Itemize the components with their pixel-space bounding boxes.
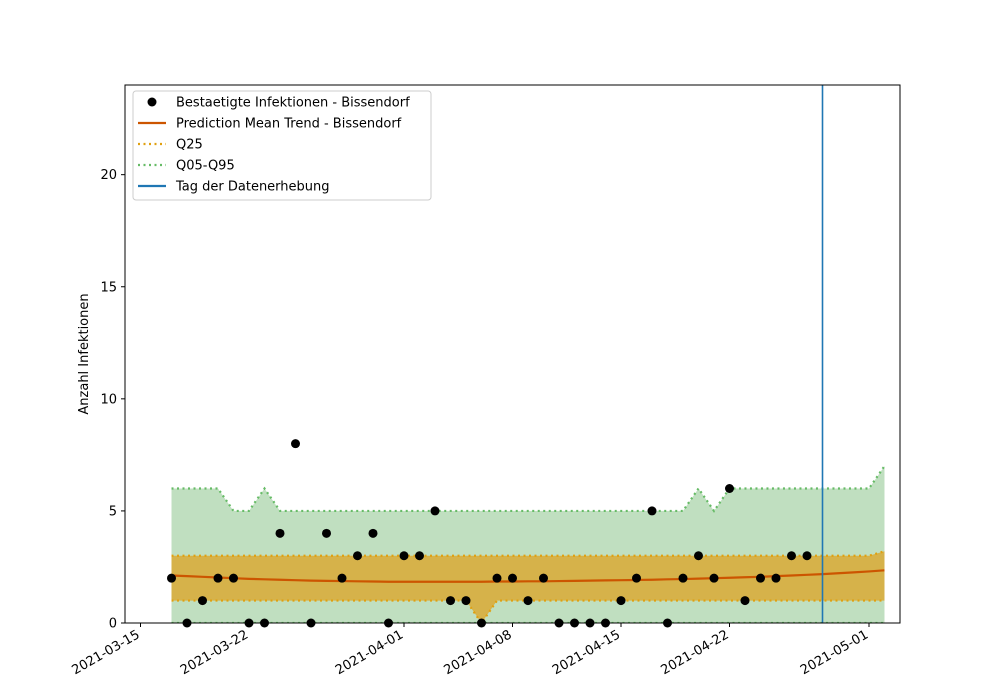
legend-label: Prediction Mean Trend - Bissendorf <box>176 117 402 132</box>
y-tick-label: 10 <box>100 392 117 407</box>
observed-point <box>616 596 626 606</box>
mean-trend-line <box>171 569 885 583</box>
observed-point <box>337 573 347 583</box>
observed-point <box>368 528 378 538</box>
observed-point <box>523 596 533 606</box>
q25-band-fill <box>171 551 885 623</box>
y-tick-label: 15 <box>100 280 117 295</box>
y-tick-label: 20 <box>100 168 117 183</box>
observed-point <box>787 551 796 561</box>
q95-upper-line <box>171 465 886 513</box>
observed-point <box>167 573 176 583</box>
legend-label: Tag der Datenerhebung <box>175 180 330 195</box>
q25-upper-line <box>171 550 885 557</box>
legend-label: Q25 <box>176 138 203 153</box>
y-axis: 0 5 10 15 20 <box>100 168 125 632</box>
legend: Bestaetigte Infektionen - Bissendorf Pred… <box>132 90 432 201</box>
observed-point <box>508 573 517 583</box>
observed-point <box>709 573 719 583</box>
observed-point <box>461 596 471 606</box>
mean-trend-layer <box>171 569 885 583</box>
observed-point <box>229 573 238 583</box>
legend-label: Q05-Q95 <box>176 159 235 174</box>
observed-point <box>198 596 207 606</box>
observed-point <box>399 551 409 561</box>
observed-point <box>647 506 657 516</box>
observed-point <box>740 596 750 606</box>
legend-label: Bestaetigte Infektionen - Bissendorf <box>176 96 410 111</box>
observed-point <box>802 551 812 561</box>
observed-point <box>322 528 331 538</box>
observed-point <box>446 596 455 606</box>
observed-point <box>632 573 641 583</box>
observed-point <box>694 551 703 561</box>
observed-point <box>353 551 362 561</box>
observed-point <box>213 573 223 583</box>
observed-point <box>725 484 734 493</box>
observed-point <box>415 551 424 561</box>
observed-point <box>756 573 765 583</box>
plot-area <box>124 84 901 628</box>
observed-points-layer <box>167 439 812 628</box>
y-tick-label: 5 <box>109 504 117 519</box>
observed-point <box>678 573 688 583</box>
observed-point <box>492 573 502 583</box>
y-axis-label: Anzahl Infektionen <box>77 293 92 414</box>
observed-point <box>539 573 548 583</box>
legend-marker-observed <box>147 97 157 107</box>
legend-box <box>132 90 432 201</box>
observed-point <box>291 439 300 449</box>
observed-point <box>771 573 781 583</box>
y-tick-label: 0 <box>109 617 117 632</box>
observed-point <box>275 528 285 538</box>
observed-point <box>430 506 440 516</box>
